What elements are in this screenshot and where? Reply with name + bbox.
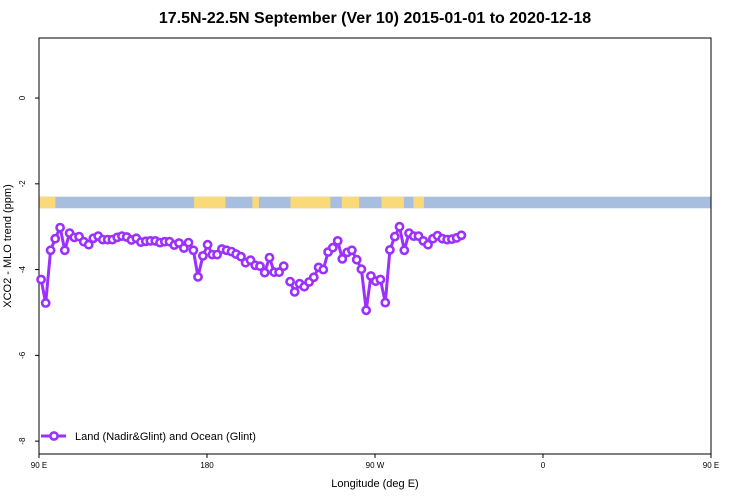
data-point: [389, 231, 400, 242]
data-point: [384, 244, 395, 255]
x-tick-label: 90 E: [703, 461, 719, 470]
x-axis-title: Longitude (deg E): [331, 478, 418, 490]
data-point: [259, 267, 270, 278]
data-point: [50, 233, 61, 244]
x-tick-label: 0: [541, 461, 546, 470]
ocean-strip: [39, 196, 711, 209]
data-point: [327, 242, 338, 253]
data-point: [236, 251, 246, 262]
legend-label: Land (Nadir&Glint) and Ocean (Glint): [75, 431, 256, 443]
data-point: [45, 245, 56, 256]
chart-title: 17.5N-22.5N September (Ver 10) 2015-01-0…: [158, 10, 592, 27]
data-point: [332, 235, 343, 246]
data-point: [289, 286, 300, 297]
data-point: [423, 239, 433, 250]
data-point: [351, 254, 362, 265]
y-tick-label: -6: [18, 351, 27, 359]
series-layer: [36, 221, 467, 316]
legend: Land (Nadir&Glint) and Ocean (Glint): [41, 431, 256, 443]
data-point: [36, 274, 46, 285]
data-point: [356, 264, 367, 275]
legend-point-marker: [49, 431, 59, 441]
y-tick-label: -4: [18, 265, 27, 273]
data-point: [380, 297, 391, 308]
land-span: [194, 196, 226, 209]
data-point: [255, 261, 265, 272]
x-tick-label: 180: [200, 461, 214, 470]
data-point: [183, 237, 194, 248]
data-point: [202, 239, 213, 250]
data-point: [55, 222, 65, 233]
y-tick-label: -8: [18, 437, 27, 445]
land-span: [341, 196, 360, 209]
data-point: [375, 274, 386, 285]
data-point: [40, 298, 51, 308]
data-point: [188, 245, 199, 256]
data-point: [361, 305, 372, 316]
land-span: [413, 196, 424, 209]
data-point: [274, 267, 284, 278]
x-tick-label: 90 E: [31, 461, 47, 470]
data-point: [456, 230, 467, 241]
y-axis: 0 -2 -4 -6 -8: [18, 95, 39, 445]
data-point: [285, 276, 295, 287]
data-point: [264, 252, 275, 263]
surface-type-strip: [39, 196, 711, 209]
x-tick-label: 90 W: [366, 461, 385, 470]
y-tick-label: -2: [18, 180, 27, 188]
data-point: [197, 250, 208, 261]
data-point: [59, 245, 70, 256]
data-point: [278, 261, 289, 272]
data-point: [318, 264, 329, 275]
data-point: [83, 239, 94, 250]
data-point: [346, 245, 357, 256]
land-span: [381, 196, 404, 209]
land-span: [290, 196, 331, 209]
data-point: [193, 271, 203, 282]
y-axis-title: XCO2 - MLO trend (ppm): [2, 184, 14, 307]
y-tick-label: 0: [18, 95, 27, 100]
data-point: [308, 272, 319, 283]
land-span: [252, 196, 259, 209]
x-axis: 90 E 180 90 W 0 90 E: [31, 454, 719, 470]
data-point: [394, 221, 405, 232]
data-point: [337, 253, 348, 264]
land-span: [39, 196, 56, 209]
data-point: [399, 245, 410, 256]
